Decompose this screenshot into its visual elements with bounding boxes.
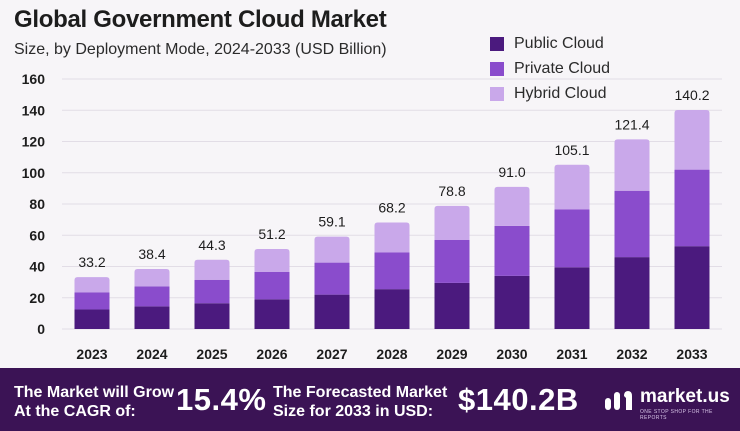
market-us-logo-icon [605,391,632,410]
bar-segment-private-cloud [614,190,650,258]
chart-title: Global Government Cloud Market [14,6,387,33]
brand-logo: market.us ONE STOP SHOP FOR THE REPORTS [604,386,734,421]
bar-segment-hybrid-cloud [434,205,470,240]
bar-segment-hybrid-cloud [134,269,170,287]
bar-segment-public-cloud [494,275,530,329]
bar-segment-private-cloud [314,262,350,295]
y-tick-label: 100 [22,165,46,181]
brand-name: market.us [640,386,730,407]
bar-total-label: 121.4 [614,116,649,132]
bar-segment-hybrid-cloud [494,186,530,226]
bar-segment-private-cloud [674,169,710,247]
bar-segment-public-cloud [674,246,710,329]
chart-subtitle: Size, by Deployment Mode, 2024-2033 (USD… [14,41,387,58]
bar-segment-private-cloud [554,209,590,268]
bar-segment-public-cloud [614,257,650,329]
bar-segment-private-cloud [194,279,230,304]
y-tick-label: 40 [29,259,45,275]
x-tick-label: 2031 [556,346,587,362]
bar-segment-private-cloud [494,225,530,276]
bar-segment-public-cloud [434,282,470,329]
bar-total-label: 44.3 [198,237,225,253]
footer-banner: The Market will Grow At the CAGR of: 15.… [0,368,740,431]
x-tick-label: 2033 [676,346,707,362]
legend-swatch [490,86,504,101]
legend-swatch [490,61,504,76]
legend-swatch [490,36,504,51]
x-tick-label: 2026 [256,346,287,362]
legend-item-hybrid-cloud: Hybrid Cloud [490,81,610,106]
bar-segment-public-cloud [554,267,590,329]
x-tick-label: 2032 [616,346,647,362]
forecast-label: The Forecasted Market Size for 2033 in U… [273,383,447,421]
y-tick-label: 20 [29,290,45,306]
x-tick-label: 2027 [316,346,347,362]
bar-segment-public-cloud [194,303,230,329]
bar-segment-public-cloud [74,309,110,329]
cagr-label-line1: The Market will Grow [14,384,175,401]
bar-total-label: 38.4 [138,246,165,262]
bar-total-label: 68.2 [378,199,405,215]
bar-segment-public-cloud [134,306,170,329]
bar-total-label: 33.2 [78,254,105,270]
chart-legend: Public Cloud Private Cloud Hybrid Cloud [490,31,610,106]
x-tick-label: 2025 [196,346,227,362]
forecast-label-line1: The Forecasted Market [273,384,448,401]
bar-segment-public-cloud [254,299,290,329]
x-tick-label: 2030 [496,346,527,362]
y-tick-label: 0 [37,321,45,337]
bar-segment-hybrid-cloud [254,249,290,272]
bar-total-label: 51.2 [258,226,285,242]
y-tick-label: 60 [29,227,45,243]
bar-segment-public-cloud [374,289,410,329]
bar-total-label: 105.1 [554,142,589,158]
legend-label: Private Cloud [514,59,611,77]
bar-total-label: 91.0 [498,164,525,180]
y-tick-label: 140 [22,102,46,118]
bar-segment-private-cloud [134,286,170,307]
bar-segment-private-cloud [74,292,110,310]
y-tick-label: 160 [22,71,46,87]
bar-segment-hybrid-cloud [674,109,710,170]
cagr-value: 15.4% [176,382,267,417]
bar-segment-hybrid-cloud [614,139,650,191]
bar-segment-hybrid-cloud [194,259,230,280]
forecast-value: $140.2B [458,382,579,417]
bar-segment-hybrid-cloud [314,236,350,263]
brand-tagline: ONE STOP SHOP FOR THE REPORTS [640,409,713,421]
cagr-label: The Market will Grow At the CAGR of: [14,383,174,421]
legend-item-public-cloud: Public Cloud [490,31,610,56]
bar-total-label: 78.8 [438,183,465,199]
bar-segment-hybrid-cloud [554,164,590,210]
bar-segment-private-cloud [254,271,290,300]
y-tick-label: 120 [22,134,46,150]
y-tick-label: 80 [29,196,45,212]
bar-segment-private-cloud [434,239,470,283]
x-tick-label: 2023 [76,346,107,362]
bar-segment-public-cloud [314,294,350,329]
x-tick-label: 2029 [436,346,467,362]
stacked-bar-chart: 0 20 40 60 80 100 120 140 160 33.2 2023 38.4 2024 44.… [22,71,722,362]
bar-segment-private-cloud [374,252,410,290]
x-tick-label: 2028 [376,346,407,362]
legend-item-private-cloud: Private Cloud [490,56,610,81]
bar-segment-hybrid-cloud [374,222,410,253]
x-tick-label: 2024 [136,346,167,362]
legend-label: Public Cloud [514,34,604,52]
bar-total-label: 59.1 [318,214,345,230]
cagr-label-line2: At the CAGR of: [14,403,136,420]
forecast-label-line2: Size for 2033 in USD: [273,403,434,420]
bar-segment-hybrid-cloud [74,277,110,293]
bar-total-label: 140.2 [674,87,709,103]
legend-label: Hybrid Cloud [514,84,607,102]
